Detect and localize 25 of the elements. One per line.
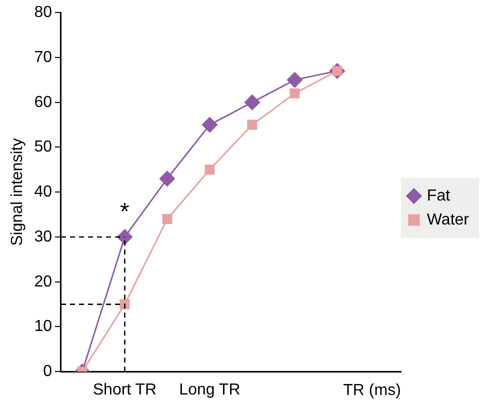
point [204,164,215,175]
x-axis-title: TR (ms) [343,382,401,399]
y-tick-label: 30 [34,228,52,246]
point [116,229,132,245]
y-tick-label: 40 [34,184,52,201]
x-tick-label: Short TR [92,382,157,399]
annotation: * [120,198,130,226]
point [162,214,172,224]
point [244,94,260,110]
y-tick-label: 60 [34,94,52,111]
y-axis-title: Signal intensity [9,138,26,246]
point [247,120,258,130]
point [159,170,175,186]
y-tick-label: 0 [43,363,52,380]
y-tick-label: 80 [34,4,52,22]
y-tick-label: 10 [34,318,52,336]
y-tick-label: 50 [34,138,52,156]
legend-label: Water [426,211,470,228]
point [290,88,300,98]
x-tick-label: Long TR [179,382,240,399]
point [202,117,218,133]
y-tick-label: 70 [34,48,52,66]
legend-label: Fat [426,187,451,204]
point [286,72,302,88]
y-tick-label: 20 [34,273,52,290]
